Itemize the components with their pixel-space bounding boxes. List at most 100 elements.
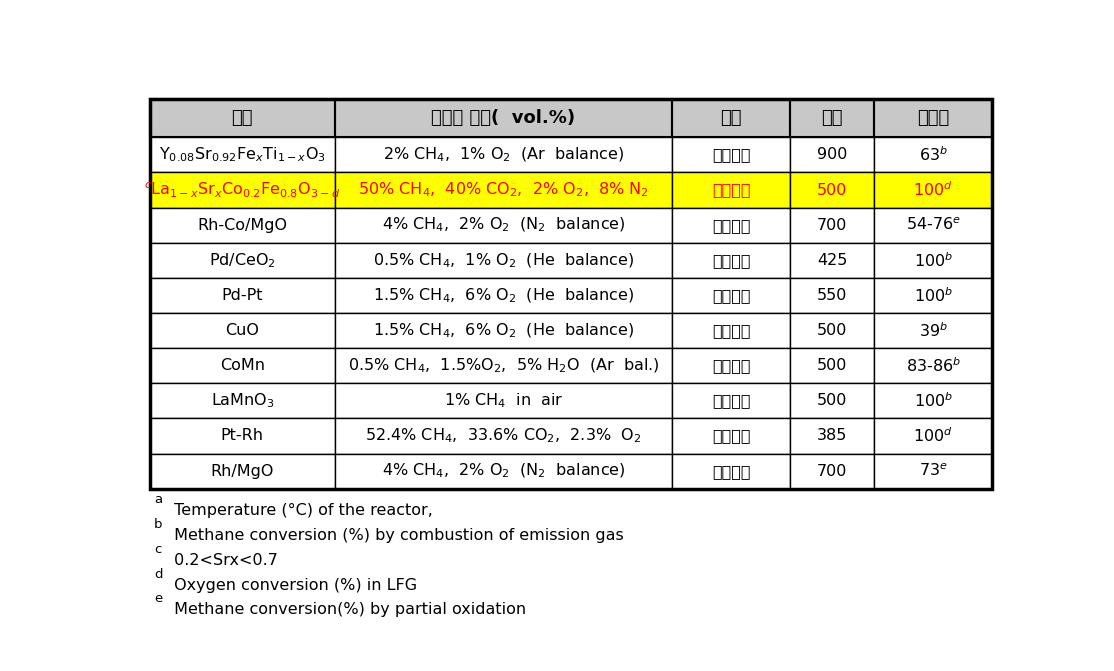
Bar xyxy=(874,99,993,138)
Bar xyxy=(335,313,672,348)
Bar xyxy=(790,454,874,488)
Bar xyxy=(672,278,790,313)
Bar xyxy=(335,454,672,488)
Bar xyxy=(672,348,790,383)
Text: 전화율: 전화율 xyxy=(917,109,949,127)
Bar xyxy=(335,99,672,138)
Text: Y$_{0.08}$Sr$_{0.92}$Fe$_x$Ti$_{1-x}$O$_3$: Y$_{0.08}$Sr$_{0.92}$Fe$_x$Ti$_{1-x}$O$_… xyxy=(159,146,325,164)
Bar xyxy=(335,313,672,348)
Bar xyxy=(149,99,993,488)
Text: 52.4% CH$_4$,  33.6% CO$_2$,  2.3%  O$_2$: 52.4% CH$_4$, 33.6% CO$_2$, 2.3% O$_2$ xyxy=(365,427,642,446)
Text: 100$^b$: 100$^b$ xyxy=(913,391,952,410)
Text: 385: 385 xyxy=(817,429,848,444)
Bar xyxy=(874,383,993,419)
Bar xyxy=(335,207,672,243)
Bar xyxy=(874,348,993,383)
Bar xyxy=(335,99,672,138)
Text: 온도: 온도 xyxy=(821,109,843,127)
Text: Pt-Rh: Pt-Rh xyxy=(221,429,264,444)
Bar xyxy=(335,383,672,419)
Text: 0.5% CH$_4$,  1.5%O$_2$,  5% H$_2$O  (Ar  bal.): 0.5% CH$_4$, 1.5%O$_2$, 5% H$_2$O (Ar ba… xyxy=(348,356,659,375)
Bar xyxy=(149,313,335,348)
Bar xyxy=(335,172,672,207)
Text: 500: 500 xyxy=(817,393,848,409)
Text: 반응물 조성(  vol.%): 반응물 조성( vol.%) xyxy=(431,109,576,127)
Bar xyxy=(672,207,790,243)
Bar xyxy=(790,243,874,278)
Bar xyxy=(335,419,672,454)
Bar xyxy=(672,419,790,454)
Bar xyxy=(149,348,335,383)
Bar xyxy=(149,172,335,207)
Bar xyxy=(790,99,874,138)
Text: $^c$La$_{1-x}$Sr$_x$Co$_{0.2}$Fe$_{0.8}$O$_{3-d}$: $^c$La$_{1-x}$Sr$_x$Co$_{0.2}$Fe$_{0.8}$… xyxy=(144,180,341,200)
Bar xyxy=(790,454,874,488)
Bar xyxy=(335,243,672,278)
Bar xyxy=(874,278,993,313)
Text: 완전산화: 완전산화 xyxy=(712,393,750,409)
Text: Methane conversion(%) by partial oxidation: Methane conversion(%) by partial oxidati… xyxy=(169,603,527,617)
Bar xyxy=(672,454,790,488)
Text: 촉매: 촉매 xyxy=(232,109,253,127)
Bar xyxy=(874,419,993,454)
Text: 50% CH$_4$,  40% CO$_2$,  2% O$_2$,  8% N$_2$: 50% CH$_4$, 40% CO$_2$, 2% O$_2$, 8% N$_… xyxy=(358,180,649,199)
Bar xyxy=(874,172,993,207)
Bar xyxy=(874,454,993,488)
Bar xyxy=(874,207,993,243)
Text: 73$^e$: 73$^e$ xyxy=(919,463,948,479)
Bar xyxy=(672,313,790,348)
Bar xyxy=(149,278,335,313)
Text: 700: 700 xyxy=(817,217,848,233)
Text: c: c xyxy=(154,543,162,556)
Bar xyxy=(874,419,993,454)
Bar xyxy=(874,313,993,348)
Bar xyxy=(790,138,874,172)
Text: 100$^d$: 100$^d$ xyxy=(913,180,954,199)
Bar xyxy=(790,172,874,207)
Bar xyxy=(149,138,335,172)
Bar xyxy=(149,383,335,419)
Text: 2% CH$_4$,  1% O$_2$  (Ar  balance): 2% CH$_4$, 1% O$_2$ (Ar balance) xyxy=(383,146,624,164)
Bar xyxy=(149,383,335,419)
Bar xyxy=(672,454,790,488)
Bar xyxy=(672,348,790,383)
Text: Pd-Pt: Pd-Pt xyxy=(222,288,263,303)
Bar xyxy=(672,278,790,313)
Text: 500: 500 xyxy=(817,358,848,373)
Text: CoMn: CoMn xyxy=(219,358,265,373)
Text: LaMnO$_3$: LaMnO$_3$ xyxy=(211,391,274,410)
Text: 부분산화: 부분산화 xyxy=(712,464,750,478)
Bar xyxy=(790,383,874,419)
Text: 완전산화: 완전산화 xyxy=(712,288,750,303)
Text: 550: 550 xyxy=(817,288,848,303)
Bar xyxy=(335,419,672,454)
Text: Rh-Co/MgO: Rh-Co/MgO xyxy=(197,217,287,233)
Text: b: b xyxy=(154,518,163,531)
Bar xyxy=(672,313,790,348)
Text: 425: 425 xyxy=(817,253,848,268)
Bar xyxy=(149,313,335,348)
Text: 500: 500 xyxy=(817,323,848,338)
Bar xyxy=(874,138,993,172)
Bar xyxy=(790,278,874,313)
Bar xyxy=(790,313,874,348)
Bar xyxy=(335,138,672,172)
Bar xyxy=(149,454,335,488)
Bar xyxy=(335,348,672,383)
Text: 4% CH$_4$,  2% O$_2$  (N$_2$  balance): 4% CH$_4$, 2% O$_2$ (N$_2$ balance) xyxy=(382,216,625,234)
Text: 1.5% CH$_4$,  6% O$_2$  (He  balance): 1.5% CH$_4$, 6% O$_2$ (He balance) xyxy=(373,321,634,340)
Bar xyxy=(874,99,993,138)
Text: 완전산화: 완전산화 xyxy=(712,358,750,373)
Text: 부분산화: 부분산화 xyxy=(712,429,750,444)
Text: 900: 900 xyxy=(817,148,848,162)
Bar xyxy=(149,454,335,488)
Bar xyxy=(790,419,874,454)
Text: Methane conversion (%) by combustion of emission gas: Methane conversion (%) by combustion of … xyxy=(169,528,624,543)
Bar xyxy=(790,99,874,138)
Bar xyxy=(672,138,790,172)
Text: 0.5% CH$_4$,  1% O$_2$  (He  balance): 0.5% CH$_4$, 1% O$_2$ (He balance) xyxy=(373,251,634,270)
Text: 부분산화: 부분산화 xyxy=(712,217,750,233)
Bar xyxy=(335,348,672,383)
Bar xyxy=(790,243,874,278)
Text: CuO: CuO xyxy=(225,323,260,338)
